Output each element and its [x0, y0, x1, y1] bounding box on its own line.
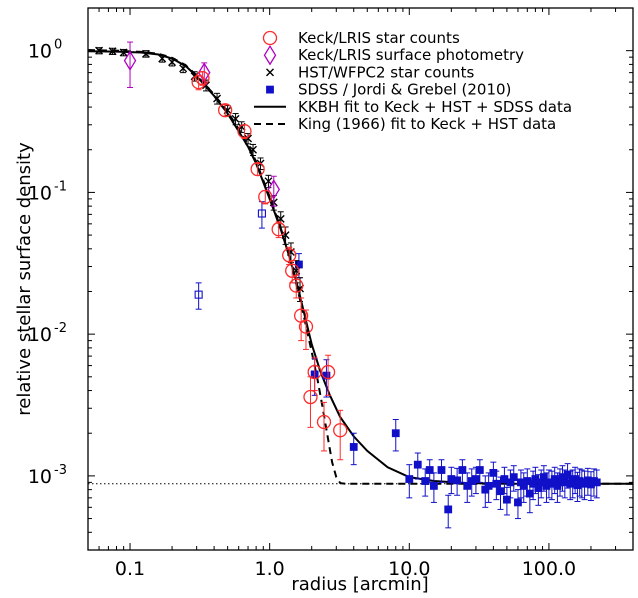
keck-star-count-point: [191, 74, 206, 90]
y-tick-exponent: 0: [54, 38, 62, 53]
legend-hst-star-counts-label: HST/WFPC2 star counts: [298, 63, 474, 81]
y-tick-exponent: -2: [54, 321, 67, 336]
legend-sdss-marker: [266, 85, 274, 94]
legend-keck-star-counts-marker: [262, 30, 278, 46]
sdss-point: [444, 505, 453, 514]
y-tick-label: 10: [28, 41, 52, 63]
sdss-point: [194, 290, 203, 299]
sdss-point: [509, 473, 518, 482]
sdss-point: [539, 473, 548, 482]
keck-star-count-point: [298, 319, 314, 334]
sdss-point: [475, 466, 484, 474]
keck-star-count-point: [271, 222, 286, 237]
hst-star-count-point: [108, 47, 117, 56]
hst-star-count-point: [249, 145, 258, 154]
hst-star-count-point: [264, 177, 273, 186]
sdss-point: [453, 476, 462, 485]
sdss-point: [514, 498, 522, 507]
legend-king-fit-label: King (1966) fit to Keck + HST data: [298, 115, 556, 133]
sdss-point: [592, 478, 601, 487]
y-tick-label: 10: [28, 324, 52, 346]
keck-photometry-point: [123, 50, 137, 71]
x-tick-label: 10.0: [388, 558, 430, 580]
keck-star-count-series: [191, 70, 348, 461]
keck-star-count-point: [285, 263, 300, 278]
sdss-point: [525, 489, 534, 498]
hst-star-count-point: [281, 231, 290, 240]
hst-star-count-point: [276, 214, 285, 223]
sdss-point: [429, 481, 438, 490]
keck-star-count-point: [316, 414, 332, 430]
keck-photometry-point: [267, 179, 281, 200]
keck-star-count-point: [320, 364, 336, 380]
sdss-point: [463, 481, 472, 490]
keck-photometry-point: [197, 62, 211, 83]
sdss-point: [437, 466, 446, 474]
keck-star-count-point: [250, 161, 265, 177]
hst-star-count-point: [244, 134, 253, 143]
sdss-point: [492, 479, 501, 488]
plot-area: [88, 41, 633, 529]
sdss-point: [502, 495, 511, 504]
y-tick-label: 10: [28, 182, 52, 204]
sdss-point: [489, 468, 498, 477]
keck-star-count-point: [333, 423, 348, 438]
y-tick-label: 10: [28, 466, 52, 488]
kkbh-fit-line: [88, 50, 633, 485]
hst-star-count-point: [158, 54, 167, 63]
sdss-point: [421, 477, 430, 485]
hst-star-count-point: [119, 48, 128, 57]
x-tick-label: 100.0: [522, 558, 576, 580]
keck-star-count-point: [258, 189, 273, 205]
hst-star-count-point: [179, 64, 188, 73]
hst-star-count-point: [213, 94, 222, 103]
hst-star-count-point: [168, 58, 177, 67]
legend-keck-surface-photometry-label: Keck/LRIS surface photometry: [298, 46, 524, 64]
sdss-point: [391, 429, 400, 438]
sdss-point: [472, 475, 480, 483]
legend-sdss-label: SDSS / Jordi & Grebel (2010): [298, 81, 511, 99]
sdss-point: [458, 466, 467, 474]
keck-star-count-point: [218, 103, 233, 118]
keck-star-count-point: [303, 389, 318, 405]
keck-photometry-series: [123, 41, 281, 207]
legend-keck-star-counts-label: Keck/LRIS star counts: [298, 29, 460, 47]
y-tick-exponent: -3: [54, 463, 67, 478]
sdss-point: [349, 443, 358, 451]
keck-star-count-point: [282, 248, 297, 263]
hst-star-count-point: [141, 49, 150, 58]
keck-star-count-point: [237, 124, 252, 139]
keck-star-count-point: [195, 70, 210, 86]
y-axis-title: relative stellar surface density: [14, 142, 35, 416]
sdss-point: [257, 209, 266, 218]
x-tick-label: 1.0: [255, 558, 285, 580]
y-tick-exponent: -1: [54, 179, 67, 194]
x-tick-label: 0.1: [115, 558, 145, 580]
sdss-series: [194, 201, 601, 529]
x-axis-title: radius [arcmin]: [291, 574, 428, 595]
legend-keck-surface-photometry-marker: [263, 44, 277, 66]
x-tick-labels: 0.1 1.0 10.0 100.0: [115, 558, 576, 580]
legend-hst-star-counts-marker: [266, 68, 274, 77]
keck-star-count-point: [289, 278, 304, 293]
plot-frame: [87, 7, 634, 551]
sdss-point: [425, 466, 434, 474]
hst-star-count-point: [202, 81, 210, 90]
hst-star-count-point: [95, 46, 104, 55]
legend-kkbh-fit-label: KKBH fit to Keck + HST + SDSS data: [298, 98, 572, 116]
hst-star-count-point: [231, 114, 240, 123]
data-points: [95, 41, 601, 529]
sdss-point: [413, 460, 422, 469]
sdss-point: [405, 475, 414, 483]
